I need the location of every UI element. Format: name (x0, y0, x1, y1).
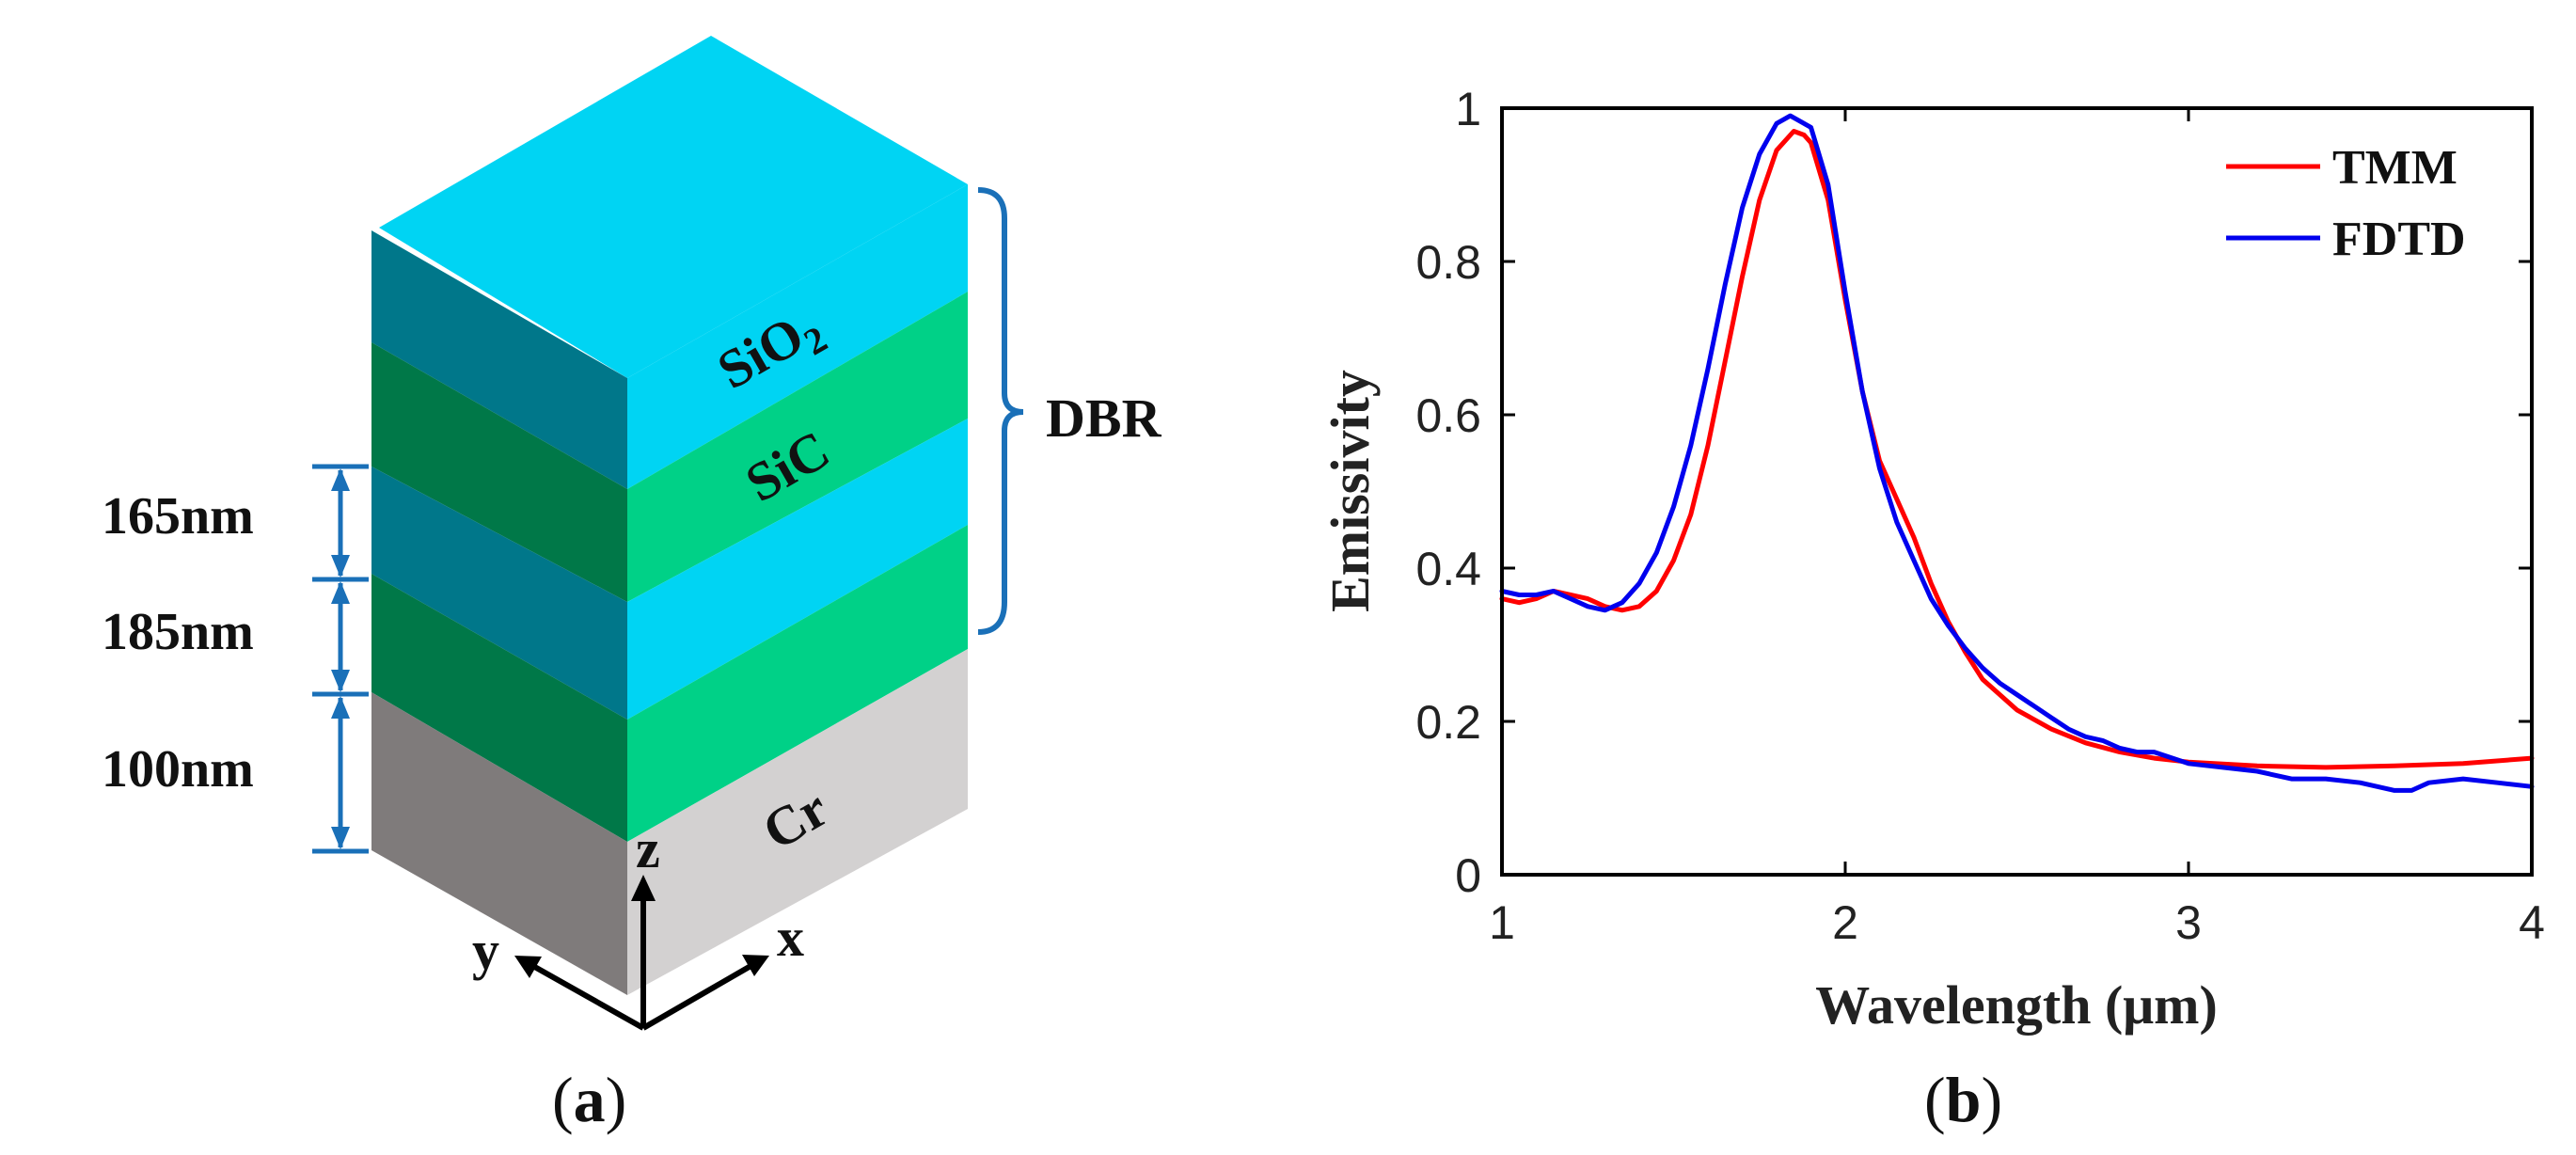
sio2-top-front (627, 184, 968, 489)
sic-top-side (371, 342, 627, 602)
dimension-185nm: 185nm (102, 603, 254, 661)
series-line-fdtd (1499, 113, 2535, 793)
axis-y-label: y (472, 920, 499, 981)
x-tick-label: 3 (2175, 896, 2202, 949)
cr-front (627, 649, 968, 995)
dimension-100nm: 100nm (102, 740, 254, 799)
cr-side (371, 692, 627, 995)
panel-a-caption: (a) (552, 1064, 626, 1135)
dbr-label: DBR (1046, 388, 1162, 449)
axis-x-label: x (777, 907, 804, 968)
x-tick-label: 1 (1489, 896, 1515, 949)
legend-label-fdtd: FDTD (2332, 213, 2466, 266)
panel-b-chart: 1 2 3 4 0 0.2 0.4 0.6 0.8 1 Wavelength (μm) Emis… (1320, 83, 2545, 1135)
sic-bottom-side (371, 574, 627, 842)
y-tick-label: 0.4 (1415, 543, 1481, 595)
plot-lines (1499, 113, 2535, 793)
y-tick-label: 0.2 (1415, 696, 1481, 749)
x-ticks: 1 2 3 4 (1489, 108, 2545, 949)
legend-label-tmm: TMM (2332, 141, 2457, 195)
sio2-bottom-front (627, 419, 968, 720)
dimension-165nm: 165nm (102, 487, 254, 546)
y-tick-label: 1 (1455, 83, 1481, 135)
panel-b-caption: (b) (1924, 1064, 2002, 1135)
y-ticks: 0 0.2 0.4 0.6 0.8 1 (1415, 83, 2532, 902)
x-axis-label: Wavelength (μm) (1815, 974, 2218, 1036)
sio2-top-side (371, 230, 627, 489)
panel-a-structure: SiO2 SiC Cr DBR 165nm 185nm 100nm (102, 36, 1162, 1135)
axis-z-label: z (636, 818, 660, 879)
dbr-brace (977, 187, 1024, 635)
coordinate-axes (514, 875, 769, 1031)
series-line-tmm (1499, 129, 2535, 770)
sic-top-front (627, 292, 968, 602)
sio2-top-face (379, 36, 968, 378)
x-tick-label: 2 (1832, 896, 1858, 949)
dimension-markers (312, 464, 369, 854)
sio2-bottom-side (371, 467, 627, 720)
x-tick-label: 4 (2519, 896, 2545, 949)
y-tick-label: 0 (1455, 849, 1481, 902)
y-axis-label: Emissivity (1320, 370, 1381, 612)
legend: TMM FDTD (2226, 141, 2466, 266)
y-tick-label: 0.6 (1415, 389, 1481, 442)
sic-bottom-front (627, 525, 968, 842)
y-tick-label: 0.8 (1415, 236, 1481, 289)
plot-frame (1500, 106, 2534, 877)
